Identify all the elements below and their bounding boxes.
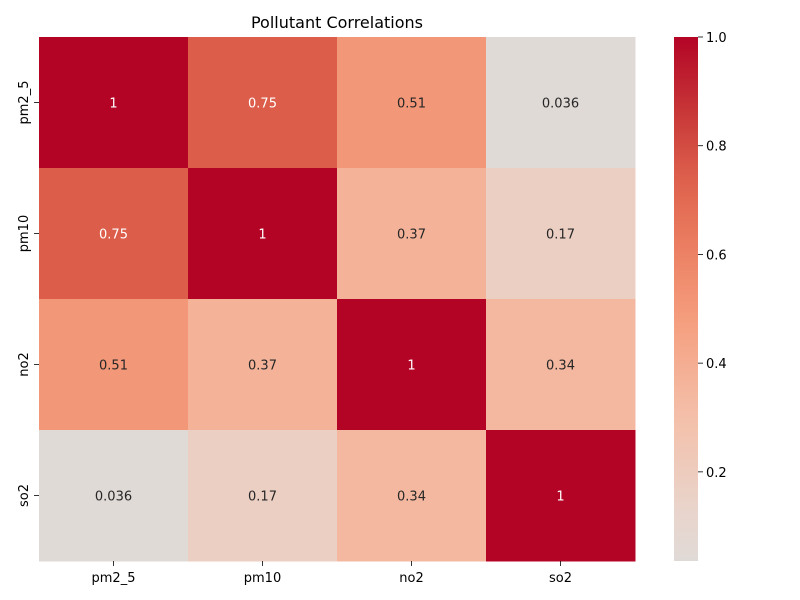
heatmap-cell: [188, 299, 338, 431]
y-tick-label: pm2_5: [17, 81, 32, 125]
colorbar-tick-label: 0.6: [706, 248, 727, 263]
cell-annotation: 0.34: [397, 490, 426, 505]
heatmap-cell: [486, 168, 636, 300]
cell-annotation: 0.51: [99, 359, 128, 374]
chart-title: Pollutant Correlations: [251, 13, 423, 32]
cell-annotation: 0.17: [248, 490, 277, 505]
heatmap-cell: [337, 168, 487, 300]
heatmap-cell: [486, 430, 636, 562]
cell-annotation: 1: [556, 490, 564, 505]
heatmap-cell: [486, 299, 636, 431]
cell-annotation: 0.37: [397, 228, 426, 243]
colorbar-tick-label: 1.0: [706, 31, 727, 46]
x-tick-label: pm10: [244, 571, 281, 586]
cell-annotation: 0.34: [546, 359, 575, 374]
heatmap-cell: [337, 299, 487, 431]
heatmap-cell: [486, 37, 636, 169]
cell-annotation: 0.17: [546, 228, 575, 243]
x-tick-label: so2: [549, 571, 572, 586]
x-tick-label: no2: [399, 571, 423, 586]
cell-annotation: 0.37: [248, 359, 277, 374]
colorbar-gradient: [674, 37, 698, 561]
cell-annotation: 0.51: [397, 97, 426, 112]
heatmap-cell: [39, 37, 189, 169]
cell-annotation: 0.036: [542, 97, 579, 112]
heatmap-cell: [39, 299, 189, 431]
heatmap-cell: [188, 430, 338, 562]
x-axis: pm2_5 pm10 no2 so2: [92, 561, 572, 586]
heatmap-cell: [188, 168, 338, 300]
colorbar-tick-label: 0.2: [706, 466, 727, 481]
heatmap-cell: [39, 168, 189, 300]
heatmap-cell: [188, 37, 338, 169]
heatmap-cell: [337, 37, 487, 169]
y-tick-label: so2: [17, 484, 32, 507]
cell-annotation: 0.75: [99, 228, 128, 243]
cell-annotation: 1: [109, 97, 117, 112]
heatmap-annotations: 1 0.75 0.51 0.036 0.75 1 0.37 0.17 0.51 0.37 1 0.34…: [95, 97, 579, 505]
cell-annotation: 0.036: [95, 490, 132, 505]
cell-annotation: 1: [407, 359, 415, 374]
y-tick-label: pm10: [17, 215, 32, 252]
cell-annotation: 1: [258, 228, 266, 243]
cell-annotation: 0.75: [248, 97, 277, 112]
y-axis: pm2_5 pm10 no2 so2: [17, 81, 39, 507]
colorbar: 0.2 0.4 0.6 0.8 1.0: [674, 31, 727, 561]
y-tick-label: no2: [17, 352, 32, 376]
heatmap-cells: [39, 37, 636, 562]
colorbar-tick-label: 0.4: [706, 357, 727, 372]
x-tick-label: pm2_5: [92, 571, 136, 586]
colorbar-tick-label: 0.8: [706, 140, 727, 155]
heatmap-cell: [337, 430, 487, 562]
heatmap-cell: [39, 430, 189, 562]
